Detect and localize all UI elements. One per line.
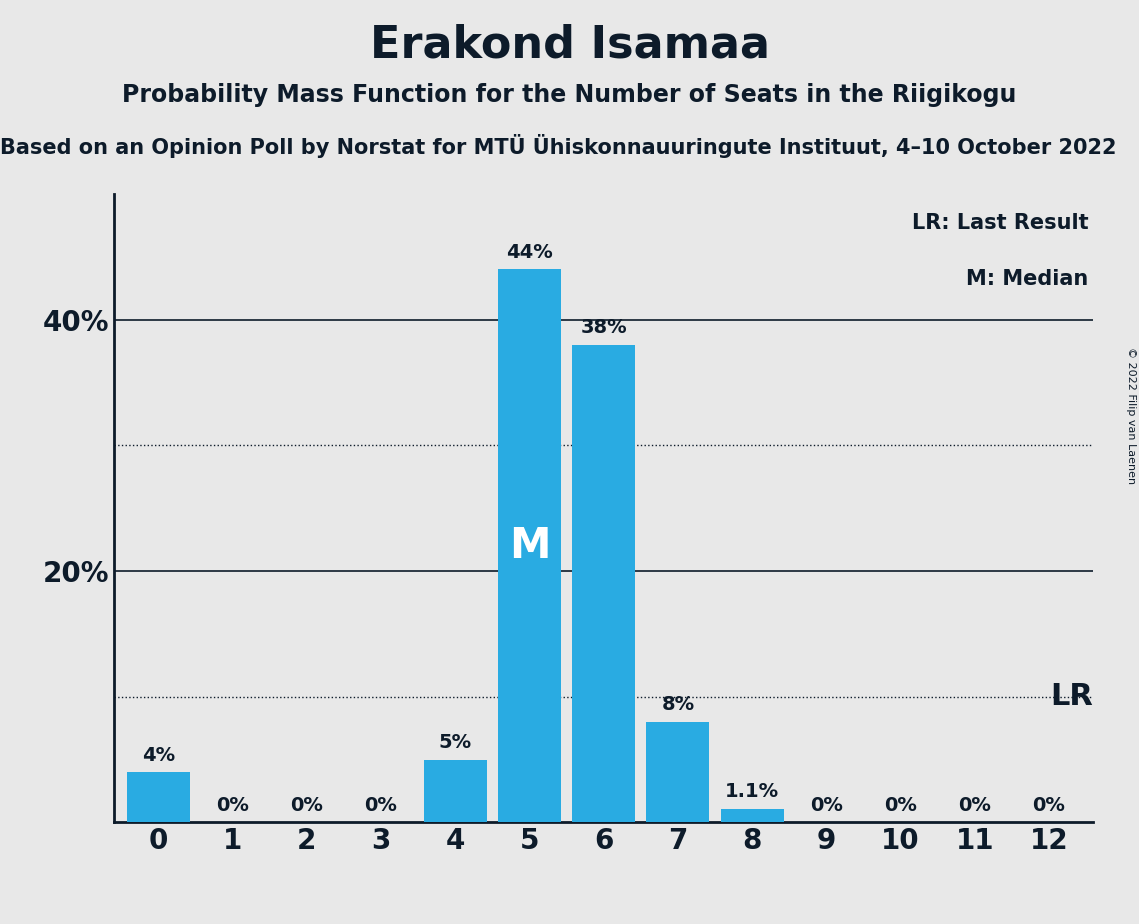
Text: LR: Last Result: LR: Last Result [912, 213, 1089, 233]
Text: LR: LR [1050, 682, 1093, 711]
Text: 0%: 0% [958, 796, 991, 815]
Text: 0%: 0% [364, 796, 398, 815]
Text: Erakond Isamaa: Erakond Isamaa [369, 23, 770, 67]
Text: 0%: 0% [216, 796, 249, 815]
Text: 8%: 8% [662, 695, 695, 714]
Bar [424, 760, 486, 822]
Bar [572, 345, 636, 822]
Text: 0%: 0% [810, 796, 843, 815]
Text: 0%: 0% [1032, 796, 1065, 815]
Text: © 2022 Filip van Laenen: © 2022 Filip van Laenen [1126, 347, 1136, 484]
Text: M: M [509, 525, 550, 567]
Text: 5%: 5% [439, 733, 472, 752]
Text: 38%: 38% [581, 318, 626, 337]
Bar [126, 772, 190, 822]
Bar [646, 722, 710, 822]
Text: 0%: 0% [884, 796, 917, 815]
Bar [721, 808, 784, 822]
Text: Probability Mass Function for the Number of Seats in the Riigikogu: Probability Mass Function for the Number… [122, 83, 1017, 107]
Bar [498, 270, 562, 822]
Text: 44%: 44% [506, 243, 552, 261]
Text: 4%: 4% [142, 746, 175, 764]
Text: Based on an Opinion Poll by Norstat for MTÜ Ühiskonnauuringute Instituut, 4–10 O: Based on an Opinion Poll by Norstat for … [0, 134, 1116, 158]
Text: M: Median: M: Median [966, 270, 1089, 289]
Text: 0%: 0% [290, 796, 323, 815]
Text: 1.1%: 1.1% [726, 782, 779, 801]
